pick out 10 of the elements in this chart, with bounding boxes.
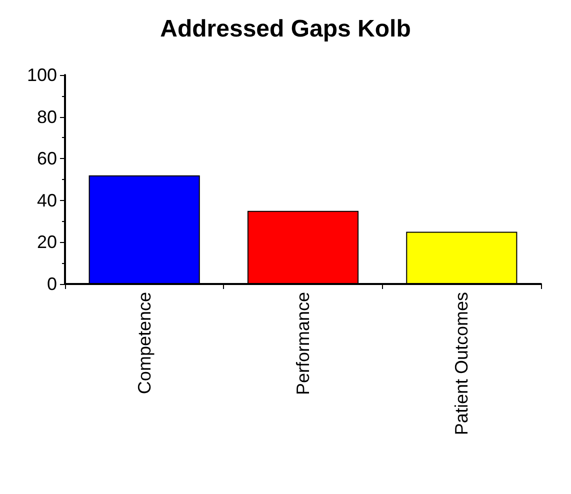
x-tick-label: Competence [134,292,154,394]
y-tick-label: 0 [46,274,57,294]
chart-title: Addressed Gaps Kolb [160,16,411,42]
y-tick-label: 20 [36,232,57,252]
y-tick-label: 60 [36,148,57,169]
y-tick-label: 40 [36,190,57,210]
x-tick-label: Patient Outcomes [452,292,472,436]
y-tick-label: 100 [26,65,57,85]
y-tick-label: 80 [36,106,57,127]
x-tick-label: Performance [293,292,313,396]
